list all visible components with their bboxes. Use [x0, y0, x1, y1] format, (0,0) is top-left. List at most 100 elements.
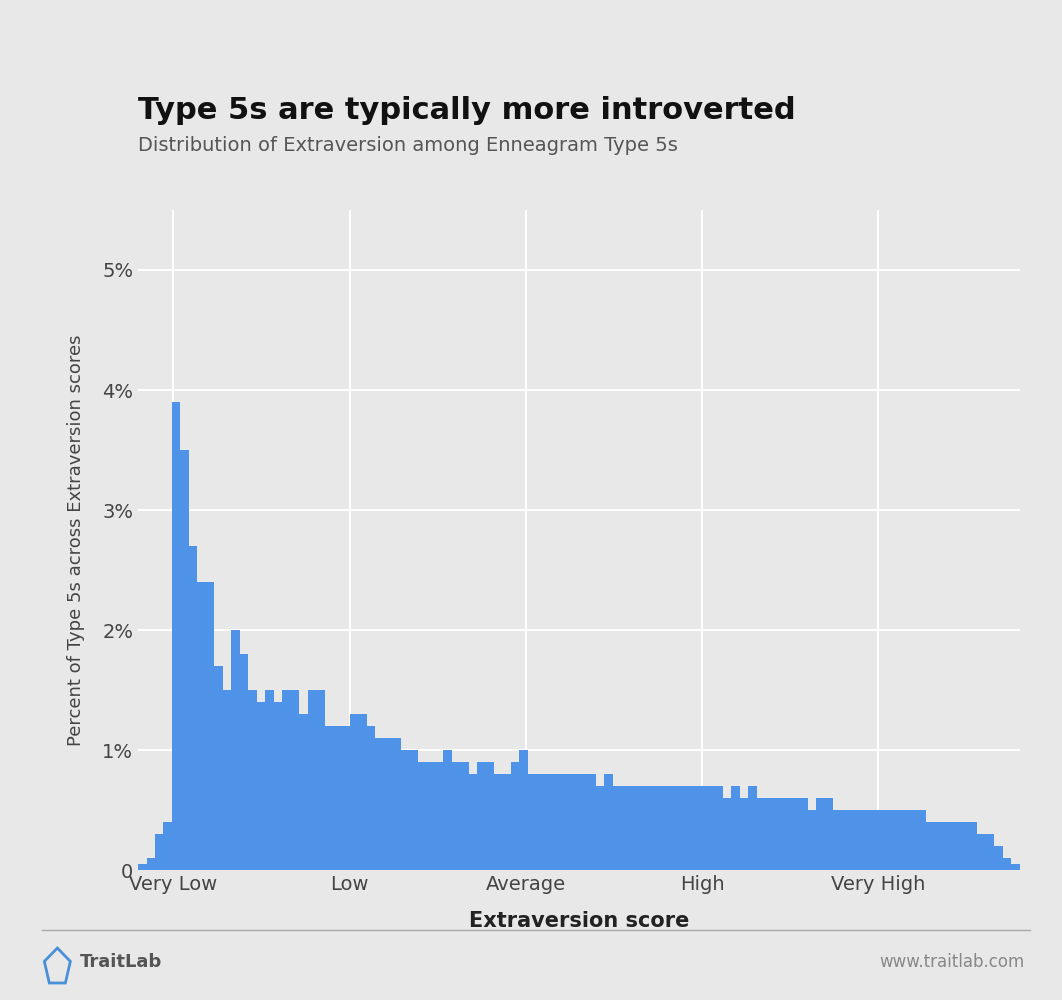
Bar	[994, 846, 1003, 870]
Bar	[477, 762, 485, 870]
Bar	[986, 834, 994, 870]
Bar	[274, 702, 282, 870]
Bar	[824, 798, 833, 870]
Bar	[1011, 864, 1020, 870]
Bar	[740, 798, 749, 870]
Bar	[596, 786, 604, 870]
Bar	[383, 738, 392, 870]
Bar	[164, 822, 172, 870]
Bar	[791, 798, 799, 870]
Bar	[935, 822, 943, 870]
Bar	[647, 786, 655, 870]
Bar	[426, 762, 434, 870]
Bar	[316, 690, 325, 870]
Bar	[417, 762, 426, 870]
Bar	[706, 786, 715, 870]
Bar	[249, 690, 257, 870]
Bar	[909, 810, 918, 870]
Bar	[553, 774, 562, 870]
Bar	[969, 822, 977, 870]
Bar	[451, 762, 460, 870]
Bar	[434, 762, 443, 870]
Bar	[223, 690, 232, 870]
Bar	[536, 774, 545, 870]
Bar	[257, 702, 266, 870]
Bar	[926, 822, 935, 870]
Bar	[240, 654, 249, 870]
Bar	[681, 786, 689, 870]
Bar	[299, 714, 308, 870]
Bar	[350, 714, 359, 870]
Bar	[698, 786, 706, 870]
Bar	[816, 798, 824, 870]
Bar	[189, 546, 198, 870]
Bar	[468, 774, 477, 870]
Bar	[494, 774, 502, 870]
Bar	[850, 810, 858, 870]
Bar	[291, 690, 299, 870]
Bar	[366, 726, 375, 870]
Bar	[392, 738, 400, 870]
Bar	[757, 798, 766, 870]
Bar	[232, 630, 240, 870]
Bar	[266, 690, 274, 870]
Bar	[400, 750, 409, 870]
Bar	[884, 810, 892, 870]
Bar	[841, 810, 850, 870]
Bar	[655, 786, 664, 870]
Bar	[215, 666, 223, 870]
Bar	[723, 798, 732, 870]
Bar	[342, 726, 350, 870]
Bar	[282, 690, 291, 870]
Bar	[977, 834, 986, 870]
Bar	[774, 798, 783, 870]
Bar	[443, 750, 451, 870]
Bar	[155, 834, 164, 870]
Text: www.traitlab.com: www.traitlab.com	[879, 953, 1025, 971]
Bar	[630, 786, 638, 870]
Bar	[943, 822, 952, 870]
Bar	[892, 810, 901, 870]
Bar	[519, 750, 528, 870]
Bar	[359, 714, 366, 870]
Bar	[638, 786, 647, 870]
Bar	[732, 786, 740, 870]
Text: Distribution of Extraversion among Enneagram Type 5s: Distribution of Extraversion among Ennea…	[138, 136, 678, 155]
Bar	[783, 798, 791, 870]
Bar	[689, 786, 698, 870]
Bar	[858, 810, 867, 870]
Bar	[181, 450, 189, 870]
Bar	[867, 810, 875, 870]
Bar	[138, 864, 147, 870]
Bar	[198, 582, 206, 870]
Bar	[502, 774, 511, 870]
Bar	[206, 582, 215, 870]
Bar	[587, 774, 596, 870]
Bar	[147, 858, 155, 870]
Text: Type 5s are typically more introverted: Type 5s are typically more introverted	[138, 96, 795, 125]
Bar	[715, 786, 723, 870]
Bar	[545, 774, 553, 870]
Bar	[613, 786, 621, 870]
Bar	[799, 798, 807, 870]
Bar	[579, 774, 587, 870]
Bar	[172, 402, 181, 870]
Bar	[766, 798, 774, 870]
Bar	[375, 738, 383, 870]
Bar	[807, 810, 816, 870]
Bar	[409, 750, 417, 870]
Bar	[749, 786, 757, 870]
Bar	[664, 786, 672, 870]
Bar	[672, 786, 681, 870]
Bar	[960, 822, 969, 870]
Bar	[562, 774, 570, 870]
Bar	[604, 774, 613, 870]
Bar	[485, 762, 494, 870]
X-axis label: Extraversion score: Extraversion score	[468, 911, 689, 931]
Bar	[621, 786, 630, 870]
Bar	[308, 690, 316, 870]
Text: TraitLab: TraitLab	[80, 953, 161, 971]
Y-axis label: Percent of Type 5s across Extraversion scores: Percent of Type 5s across Extraversion s…	[67, 334, 85, 746]
Bar	[333, 726, 342, 870]
Bar	[918, 810, 926, 870]
